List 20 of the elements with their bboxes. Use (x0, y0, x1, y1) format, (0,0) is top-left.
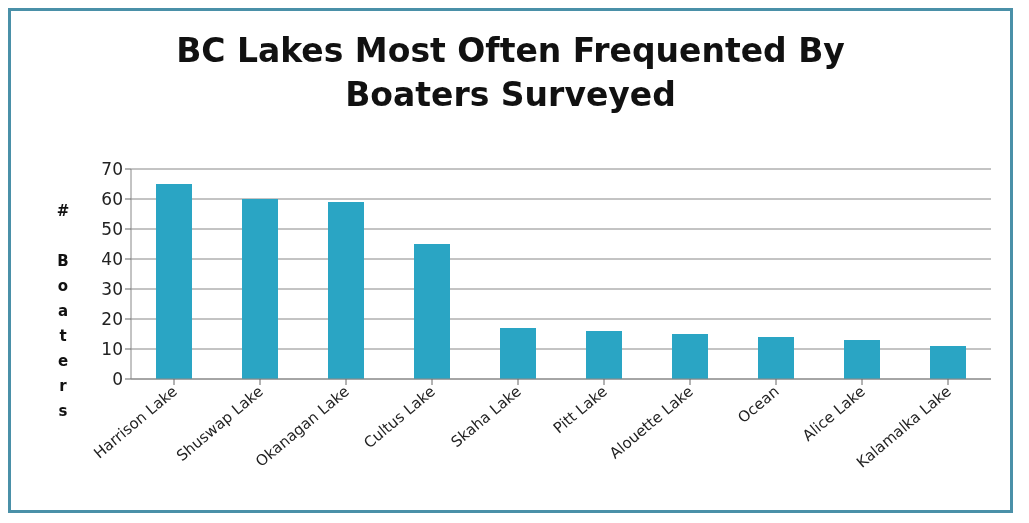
y-tick-label: 30 (101, 279, 123, 300)
y-tick-label: 40 (101, 249, 123, 270)
bar (156, 184, 192, 379)
y-tick-label: 70 (101, 159, 123, 180)
chart-title: BC Lakes Most Often Frequented By Boaters Surveyed (175, 30, 846, 116)
y-tick-label: 20 (101, 309, 123, 330)
bar (500, 328, 536, 379)
bar (414, 244, 450, 379)
bar (844, 340, 880, 379)
bar (758, 337, 794, 379)
bar (242, 199, 278, 379)
bar (328, 202, 364, 379)
y-tick-label: 50 (101, 219, 123, 240)
bar (930, 346, 966, 379)
y-tick-label: 10 (101, 339, 123, 360)
bar (586, 331, 622, 379)
text: # Boaters (56, 202, 70, 420)
y-tick-label: 60 (101, 189, 123, 210)
y-tick-label: 0 (112, 369, 123, 390)
bar (672, 334, 708, 379)
